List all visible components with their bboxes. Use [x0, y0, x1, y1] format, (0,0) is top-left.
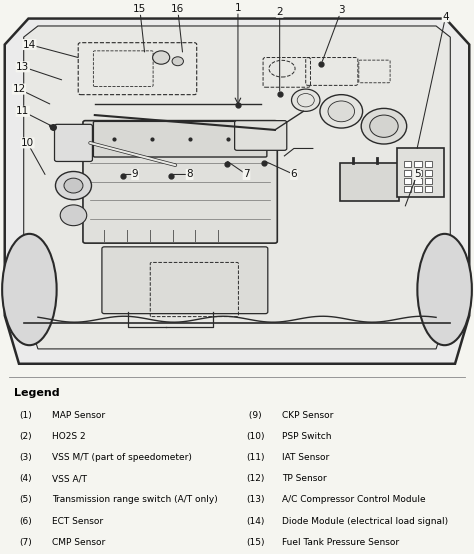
Text: Fuel Tank Pressure Sensor: Fuel Tank Pressure Sensor — [282, 537, 399, 547]
FancyBboxPatch shape — [83, 121, 277, 243]
Text: 15: 15 — [133, 4, 146, 14]
Text: CMP Sensor: CMP Sensor — [52, 537, 105, 547]
Text: Legend: Legend — [14, 388, 60, 398]
Bar — [414, 178, 422, 184]
Bar — [404, 178, 411, 184]
Text: A/C Compressor Control Module: A/C Compressor Control Module — [282, 495, 426, 505]
FancyBboxPatch shape — [340, 162, 399, 201]
Text: Diode Module (electrical load signal): Diode Module (electrical load signal) — [282, 516, 448, 526]
Text: (1): (1) — [19, 412, 32, 420]
Text: (11): (11) — [246, 453, 265, 463]
Text: 2: 2 — [276, 7, 283, 17]
FancyBboxPatch shape — [55, 124, 92, 161]
Circle shape — [361, 109, 407, 144]
Text: (12): (12) — [246, 474, 265, 484]
Bar — [404, 161, 411, 167]
FancyBboxPatch shape — [102, 247, 268, 314]
FancyBboxPatch shape — [235, 121, 287, 150]
Text: (9): (9) — [246, 412, 262, 420]
FancyBboxPatch shape — [397, 148, 444, 197]
Text: (4): (4) — [19, 474, 32, 484]
Text: 8: 8 — [186, 170, 193, 179]
Ellipse shape — [417, 234, 472, 345]
Text: PSP Switch: PSP Switch — [282, 433, 331, 442]
Text: ECT Sensor: ECT Sensor — [52, 516, 103, 526]
Text: TP Sensor: TP Sensor — [282, 474, 327, 484]
Text: 5: 5 — [414, 170, 420, 179]
Text: 16: 16 — [171, 4, 184, 14]
Bar — [404, 170, 411, 176]
Text: Transmission range switch (A/T only): Transmission range switch (A/T only) — [52, 495, 218, 505]
Text: 7: 7 — [243, 170, 250, 179]
Circle shape — [64, 178, 83, 193]
Circle shape — [370, 115, 398, 137]
Text: 13: 13 — [16, 62, 29, 72]
Circle shape — [292, 89, 320, 111]
Circle shape — [60, 205, 87, 225]
Text: 3: 3 — [338, 6, 345, 16]
Text: (10): (10) — [246, 433, 265, 442]
Text: (15): (15) — [246, 537, 265, 547]
Text: VSS A/T: VSS A/T — [52, 474, 87, 484]
Text: MAP Sensor: MAP Sensor — [52, 412, 105, 420]
Polygon shape — [24, 26, 450, 349]
Text: 12: 12 — [12, 84, 26, 94]
Bar — [425, 178, 432, 184]
Circle shape — [328, 101, 355, 122]
Text: HO2S 2: HO2S 2 — [52, 433, 86, 442]
Text: 14: 14 — [23, 39, 36, 49]
Text: (7): (7) — [19, 537, 32, 547]
Text: (2): (2) — [19, 433, 32, 442]
Ellipse shape — [2, 234, 57, 345]
Text: CKP Sensor: CKP Sensor — [282, 412, 333, 420]
Circle shape — [55, 172, 91, 199]
Text: (5): (5) — [19, 495, 32, 505]
Bar — [414, 170, 422, 176]
Circle shape — [320, 95, 363, 128]
Bar — [425, 170, 432, 176]
Text: VSS M/T (part of speedometer): VSS M/T (part of speedometer) — [52, 453, 192, 463]
Text: 1: 1 — [235, 3, 241, 13]
FancyBboxPatch shape — [93, 121, 267, 157]
Bar — [414, 186, 422, 192]
Text: 11: 11 — [16, 106, 29, 116]
Circle shape — [172, 57, 183, 66]
Text: IAT Sensor: IAT Sensor — [282, 453, 329, 463]
Bar — [404, 186, 411, 192]
Text: (14): (14) — [246, 516, 265, 526]
Text: 10: 10 — [21, 138, 34, 148]
Text: (3): (3) — [19, 453, 32, 463]
Text: (6): (6) — [19, 516, 32, 526]
Text: 6: 6 — [291, 170, 297, 179]
Bar — [414, 161, 422, 167]
Bar — [425, 161, 432, 167]
Text: 9: 9 — [132, 170, 138, 179]
Bar — [425, 186, 432, 192]
Polygon shape — [5, 19, 469, 364]
Text: 4: 4 — [442, 12, 449, 22]
Text: (13): (13) — [246, 495, 265, 505]
Circle shape — [153, 51, 170, 64]
